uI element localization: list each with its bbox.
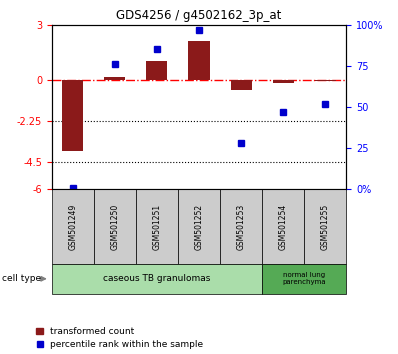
Bar — [104, 77, 125, 80]
Text: GSM501251: GSM501251 — [152, 204, 162, 250]
Text: GSM501250: GSM501250 — [110, 204, 119, 250]
Bar — [220, 189, 262, 264]
Bar — [62, 80, 83, 151]
Bar — [262, 189, 304, 264]
Text: caseous TB granulomas: caseous TB granulomas — [103, 274, 211, 283]
Bar — [94, 189, 136, 264]
Text: cell type: cell type — [2, 274, 41, 283]
Text: GSM501255: GSM501255 — [321, 204, 330, 250]
Text: GSM501252: GSM501252 — [195, 204, 203, 250]
Bar — [52, 264, 262, 294]
Bar — [262, 264, 346, 294]
Text: GSM501254: GSM501254 — [279, 204, 288, 250]
Bar — [146, 61, 168, 80]
Bar — [315, 80, 336, 81]
Bar — [273, 80, 294, 83]
Text: GSM501253: GSM501253 — [236, 204, 246, 250]
Bar — [230, 80, 252, 90]
Bar — [189, 41, 209, 80]
Bar — [52, 189, 94, 264]
Bar — [136, 189, 178, 264]
Legend: transformed count, percentile rank within the sample: transformed count, percentile rank withi… — [36, 327, 203, 349]
Title: GDS4256 / g4502162_3p_at: GDS4256 / g4502162_3p_at — [116, 9, 282, 22]
Text: normal lung
parenchyma: normal lung parenchyma — [282, 272, 326, 285]
Text: GSM501249: GSM501249 — [68, 204, 77, 250]
Bar — [178, 189, 220, 264]
Bar — [304, 189, 346, 264]
